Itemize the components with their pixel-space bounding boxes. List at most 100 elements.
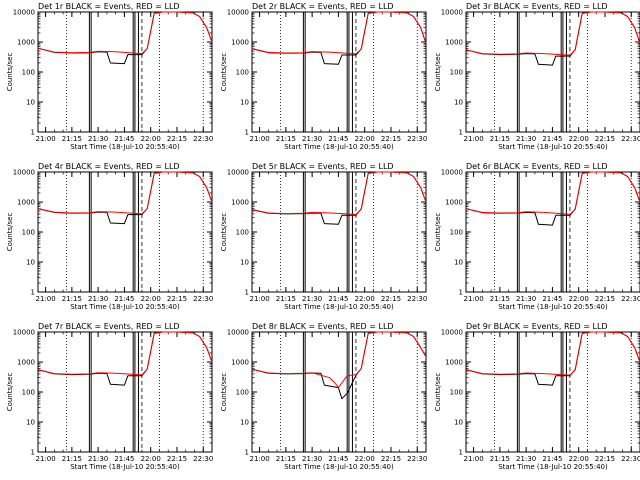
series-line-lld bbox=[465, 11, 640, 56]
y-tick-label: 10 bbox=[454, 419, 463, 427]
panel-det-3r: Det 3r BLACK = Events, RED = LLD 1 10 100 10… bbox=[434, 2, 640, 151]
panel-det-5r: Det 5r BLACK = Events, RED = LLD 1 10 100 10… bbox=[220, 162, 427, 311]
x-tick-label: 22:30 bbox=[193, 295, 213, 303]
panel-det-2r: Det 2r BLACK = Events, RED = LLD 1 10 100 10… bbox=[220, 2, 427, 151]
x-tick-label: 22:00 bbox=[355, 455, 375, 463]
x-tick-label: 22:30 bbox=[193, 455, 213, 463]
x-axis-label: Start Time (18-Jul-10 20:55:40) bbox=[70, 303, 180, 311]
plot-frame bbox=[37, 331, 213, 453]
series-line-events bbox=[465, 11, 640, 66]
y-tick-label: 1000 bbox=[231, 199, 249, 207]
x-tick-label: 22:30 bbox=[407, 135, 427, 143]
x-tick-label: 21:30 bbox=[516, 135, 536, 143]
x-tick-label: 21:45 bbox=[328, 135, 348, 143]
x-axis-label: Start Time (18-Jul-10 20:55:40) bbox=[70, 463, 180, 471]
x-tick-label: 22:30 bbox=[621, 295, 640, 303]
x-tick-label: 21:30 bbox=[302, 295, 322, 303]
y-tick-label: 1000 bbox=[17, 39, 35, 47]
x-tick-label: 21:00 bbox=[463, 135, 483, 143]
y-tick-label: 10 bbox=[240, 259, 249, 267]
series-line-events bbox=[37, 11, 213, 65]
series-line-events bbox=[465, 331, 640, 386]
y-axis-label: Counts/sec bbox=[434, 53, 442, 92]
y-tick-label: 10 bbox=[26, 419, 35, 427]
x-tick-label: 21:30 bbox=[88, 295, 108, 303]
x-tick-label: 21:15 bbox=[276, 135, 296, 143]
plot-frame bbox=[251, 171, 427, 293]
x-tick-label: 21:15 bbox=[62, 455, 82, 463]
x-tick-label: 21:30 bbox=[88, 135, 108, 143]
x-tick-label: 21:15 bbox=[62, 135, 82, 143]
series-line-lld bbox=[251, 11, 427, 55]
y-axis-label: Counts/sec bbox=[6, 213, 14, 252]
panel-title: Det 1r BLACK = Events, RED = LLD bbox=[38, 2, 180, 11]
x-tick-label: 22:00 bbox=[141, 135, 161, 143]
x-tick-label: 22:00 bbox=[355, 295, 375, 303]
x-tick-label: 21:45 bbox=[542, 455, 562, 463]
plot-frame bbox=[37, 171, 213, 293]
panel-title: Det 4r BLACK = Events, RED = LLD bbox=[38, 162, 180, 171]
y-tick-label: 1000 bbox=[445, 359, 463, 367]
x-tick-label: 22:15 bbox=[167, 455, 187, 463]
x-tick-label: 21:00 bbox=[35, 455, 55, 463]
panel-det-8r: Det 8r BLACK = Events, RED = LLD 1 10 100 10… bbox=[220, 322, 427, 471]
x-tick-label: 21:45 bbox=[328, 295, 348, 303]
y-tick-label: 1 bbox=[31, 289, 35, 297]
y-tick-label: 10000 bbox=[227, 329, 249, 337]
y-tick-label: 10000 bbox=[13, 329, 35, 337]
panel-det-4r: Det 4r BLACK = Events, RED = LLD 1 10 100 10… bbox=[6, 162, 213, 311]
y-tick-label: 10 bbox=[26, 99, 35, 107]
y-tick-label: 10000 bbox=[13, 9, 35, 17]
y-tick-label: 10 bbox=[240, 99, 249, 107]
panel-title: Det 8r BLACK = Events, RED = LLD bbox=[252, 322, 394, 331]
x-tick-label: 22:30 bbox=[621, 455, 640, 463]
x-tick-label: 21:15 bbox=[490, 455, 510, 463]
series-line-events bbox=[37, 171, 213, 225]
x-tick-label: 22:30 bbox=[193, 135, 213, 143]
x-tick-label: 21:15 bbox=[62, 295, 82, 303]
plot-frame bbox=[251, 331, 427, 453]
x-tick-label: 21:00 bbox=[249, 295, 269, 303]
x-tick-label: 21:00 bbox=[249, 135, 269, 143]
y-tick-label: 100 bbox=[22, 389, 35, 397]
y-tick-label: 10000 bbox=[227, 169, 249, 177]
x-axis-label: Start Time (18-Jul-10 20:55:40) bbox=[284, 463, 394, 471]
x-tick-label: 21:30 bbox=[302, 455, 322, 463]
x-tick-label: 21:45 bbox=[114, 135, 134, 143]
x-axis-label: Start Time (18-Jul-10 20:55:40) bbox=[70, 143, 180, 151]
y-tick-label: 100 bbox=[236, 69, 249, 77]
y-tick-label: 10000 bbox=[227, 9, 249, 17]
series-line-lld bbox=[37, 171, 213, 215]
series-line-lld bbox=[251, 171, 427, 216]
y-axis-label: Counts/sec bbox=[220, 373, 228, 412]
y-tick-label: 100 bbox=[450, 389, 463, 397]
y-tick-label: 100 bbox=[450, 69, 463, 77]
x-tick-label: 22:00 bbox=[355, 135, 375, 143]
y-axis-label: Counts/sec bbox=[434, 373, 442, 412]
y-axis-label: Counts/sec bbox=[220, 53, 228, 92]
x-tick-label: 22:15 bbox=[381, 135, 401, 143]
y-axis-label: Counts/sec bbox=[434, 213, 442, 252]
plot-frame bbox=[465, 171, 640, 293]
y-tick-label: 1 bbox=[31, 129, 35, 137]
panel-title: Det 5r BLACK = Events, RED = LLD bbox=[252, 162, 394, 171]
series-line-events bbox=[251, 11, 427, 65]
y-tick-label: 10000 bbox=[441, 169, 463, 177]
series-line-lld bbox=[465, 171, 640, 215]
y-tick-label: 1 bbox=[459, 449, 463, 457]
series-line-events bbox=[37, 331, 213, 386]
y-tick-label: 10 bbox=[454, 259, 463, 267]
x-tick-label: 21:15 bbox=[276, 455, 296, 463]
y-tick-label: 1000 bbox=[445, 39, 463, 47]
x-tick-label: 22:00 bbox=[141, 455, 161, 463]
y-tick-label: 10000 bbox=[441, 329, 463, 337]
y-tick-label: 100 bbox=[450, 229, 463, 237]
panel-title: Det 9r BLACK = Events, RED = LLD bbox=[466, 322, 608, 331]
x-tick-label: 22:15 bbox=[595, 295, 615, 303]
x-tick-label: 22:00 bbox=[569, 455, 589, 463]
y-tick-label: 100 bbox=[22, 229, 35, 237]
x-tick-label: 22:15 bbox=[167, 295, 187, 303]
series-line-lld bbox=[37, 331, 213, 376]
y-axis-label: Counts/sec bbox=[6, 53, 14, 92]
